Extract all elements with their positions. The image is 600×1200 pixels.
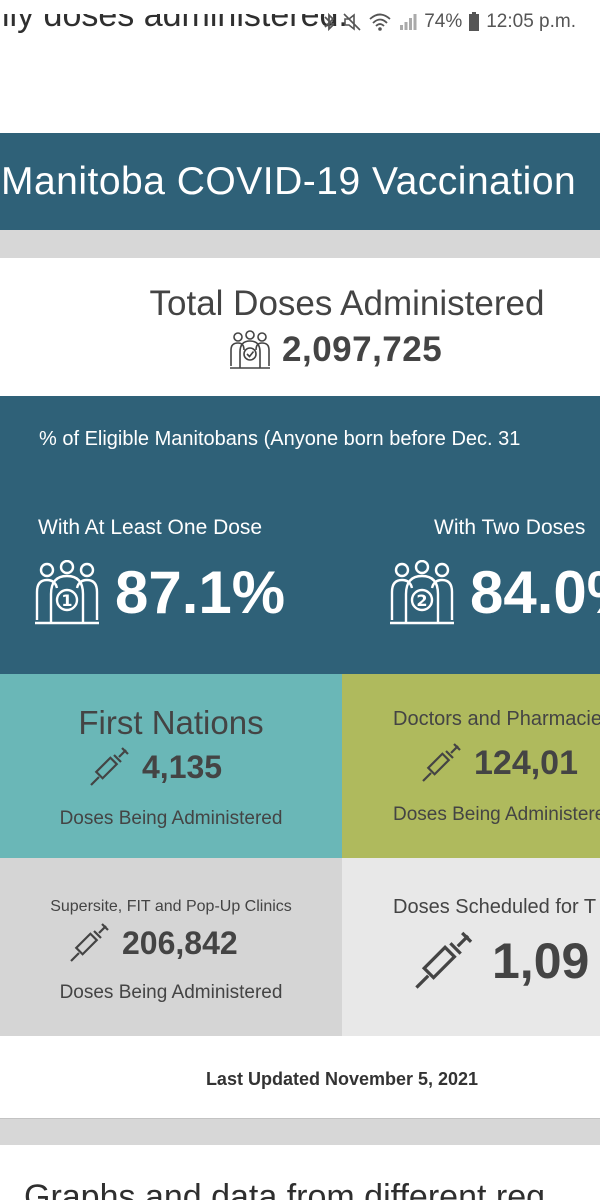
battery-icon [468,12,480,32]
first-nations-card: First Nations 4,135 Doses Being Administ… [0,674,342,858]
total-doses-row: 2,097,725 [228,330,442,370]
status-bar: 74% 12:05 p.m. [0,0,600,44]
first-nations-sub: Doses Being Administered [59,808,283,829]
last-updated: Last Updated November 5, 2021 [205,1069,479,1089]
first-nations-value: 4,135 [142,748,223,785]
supersite-sub: Doses Being Administered [59,982,283,1003]
scheduled-card: Doses Scheduled for T 1,09 [342,858,600,1036]
one-dose-label: With At Least One Dose [38,516,263,539]
svg-text:2: 2 [416,591,427,610]
signal-icon [398,12,418,32]
supersite-card: Supersite, FIT and Pop-Up Clinics 206,84… [0,858,342,1036]
divider-strip-bottom [0,1118,600,1145]
mute-icon [342,12,362,32]
first-nations-row: 4,135 [88,746,222,788]
partial-paragraph-bottom-text: Graphs and data from different reg [24,1178,546,1200]
one-dose-row: 1 87.1% [33,558,295,627]
people-one-icon: 1 [33,559,101,626]
wifi-icon [368,12,392,32]
doctors-pharmacies-heading: Doctors and Pharmacies [393,708,600,730]
doctors-pharmacies-row: 124,01 [420,742,578,784]
syringe-icon [88,746,130,788]
doctors-pharmacies-sub: Doses Being Administered [393,804,600,825]
two-doses-percent: 84.0% [470,559,600,626]
battery-percent: 74% [424,11,463,32]
divider-strip [0,230,600,259]
scheduled-value: 1,09 [492,933,590,989]
scheduled-row: 1,09 [412,930,589,992]
eligible-percentages-panel: % of Eligible Manitobans (Anyone born be… [0,396,600,674]
first-nations-heading: First Nations [78,704,264,741]
partial-paragraph-top: ily doses administered. [0,14,600,60]
total-doses-card: Total Doses Administered 2,097,725 [0,258,600,396]
clock: 12:05 p.m. [486,11,576,32]
bluetooth-icon [322,12,336,32]
doctors-pharmacies-card: Doctors and Pharmacies 124,01 Doses Bein… [342,674,600,858]
syringe-icon [68,922,110,964]
people-check-icon [228,330,272,370]
eligible-title: % of Eligible Manitobans (Anyone born be… [39,428,521,450]
supersite-value: 206,842 [122,924,238,961]
supersite-heading: Supersite, FIT and Pop-Up Clinics [50,898,292,915]
banner-title: Manitoba COVID-19 Vaccination [1,159,577,203]
doctors-pharmacies-value: 124,01 [474,743,578,782]
partial-paragraph-bottom: Graphs and data from different reg [0,1170,600,1200]
total-doses-title: Total Doses Administered [149,284,545,323]
supersite-row: 206,842 [68,922,238,964]
syringe-icon [412,930,474,992]
svg-text:1: 1 [61,591,72,610]
people-two-icon: 2 [388,559,456,626]
two-doses-row: 2 84.0% [388,558,600,627]
partial-paragraph-top-text: ily doses administered. [2,14,348,34]
syringe-icon [420,742,462,784]
scheduled-heading: Doses Scheduled for T [393,896,597,918]
total-doses-value: 2,097,725 [282,330,443,369]
two-doses-label: With Two Doses [434,516,586,539]
one-dose-percent: 87.1% [115,559,286,626]
vaccination-banner: Manitoba COVID-19 Vaccination [0,133,600,230]
